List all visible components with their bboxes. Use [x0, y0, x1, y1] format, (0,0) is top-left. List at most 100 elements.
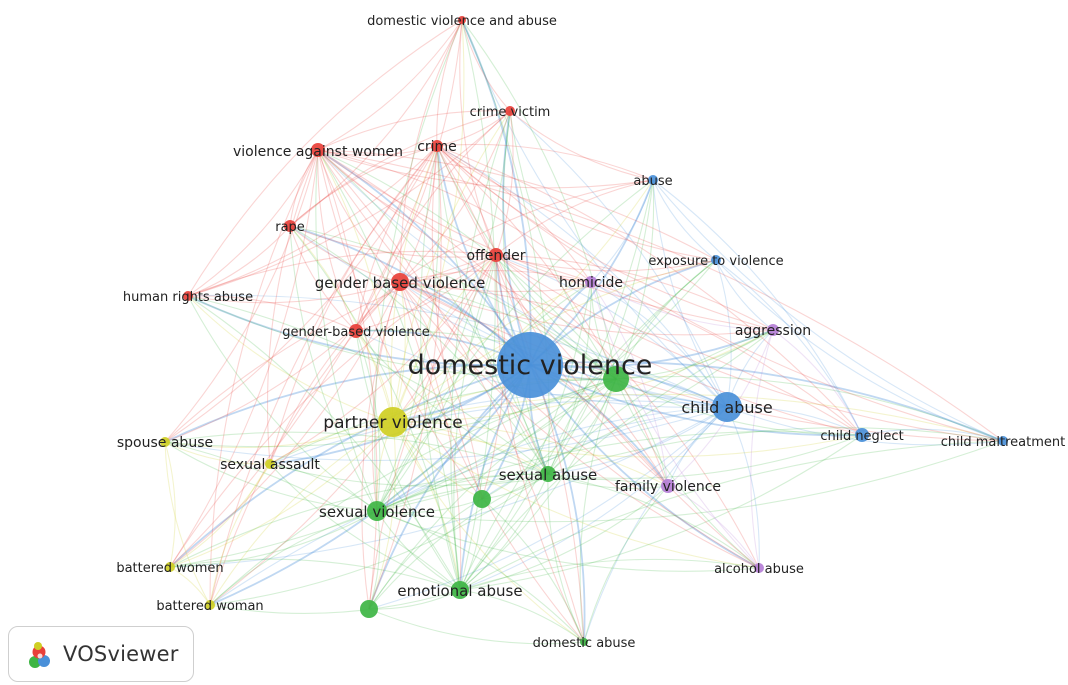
link-partner-violence-green-hub: [392, 377, 617, 423]
link-partner-violence-domestic-abuse: [392, 421, 585, 643]
link-emotional-abuse-child-neglect: [459, 434, 863, 591]
link-child-abuse-exposure-to-violence: [715, 259, 732, 408]
link-gender-based-violence-spaced-battered-woman: [209, 281, 401, 606]
node-rape[interactable]: [284, 220, 296, 232]
link-partner-violence-abuse: [392, 179, 654, 423]
node-aggression[interactable]: [767, 324, 779, 336]
link-sexual-violence-child-neglect: [376, 430, 863, 512]
link-crime-battered-woman: [209, 145, 438, 606]
link-crime-crime-victim: [436, 110, 511, 147]
node-spouse-abuse[interactable]: [160, 437, 170, 447]
link-emotional-abuse-green-mid: [459, 498, 483, 591]
label-aggression: aggression: [735, 323, 811, 339]
node-sexual-assault[interactable]: [265, 459, 275, 469]
link-crime-alcohol-abuse: [436, 145, 760, 569]
link-offender-battered-women: [169, 254, 497, 568]
node-child-abuse[interactable]: [712, 392, 742, 422]
link-domestic-violence-battered-women: [169, 364, 531, 568]
node-green-hub[interactable]: [603, 366, 629, 392]
link-sexual-abuse-child-neglect: [547, 434, 863, 479]
link-emotional-abuse-offender: [453, 254, 497, 591]
vosviewer-brand: VOSviewer: [8, 626, 194, 682]
node-crime[interactable]: [431, 140, 443, 152]
link-spouse-abuse-battered-women: [164, 441, 176, 568]
link-green-hub-domestic-violence-and-abuse: [461, 19, 617, 380]
node-domestic-violence-and-abuse[interactable]: [458, 16, 466, 24]
link-partner-violence-spouse-abuse: [164, 421, 394, 449]
link-offender-rape: [289, 225, 497, 258]
link-emotional-abuse-domestic-violence-and-abuse: [459, 19, 496, 591]
node-child-maltreatment[interactable]: [998, 436, 1008, 446]
link-sexual-violence-homicide: [376, 281, 592, 512]
node-gender-based-violence[interactable]: [349, 324, 363, 338]
link-crime-gender-based-violence: [355, 145, 438, 332]
node-offender[interactable]: [489, 248, 503, 262]
link-violence-against-women-abuse: [317, 149, 654, 189]
node-child-neglect[interactable]: [855, 428, 869, 442]
link-gender-based-violence-spaced-human-rights-abuse: [187, 281, 401, 304]
link-gender-based-violence-spaced-battered-women: [169, 281, 401, 568]
link-child-abuse-sexual-violence: [376, 406, 728, 512]
node-battered-women[interactable]: [165, 562, 175, 572]
node-domestic-abuse[interactable]: [580, 638, 588, 646]
link-sexual-abuse-crime: [436, 145, 549, 475]
link-sexual-abuse-violence-against-women: [317, 149, 549, 475]
node-gender-based-violence-spaced[interactable]: [391, 273, 409, 291]
node-family-violence[interactable]: [661, 479, 675, 493]
link-spouse-abuse-sexual-assault: [164, 441, 271, 465]
link-sexual-abuse-battered-women: [169, 473, 549, 568]
link-child-abuse-child-neglect: [726, 406, 863, 436]
link-crime-aggression: [436, 145, 774, 331]
node-crime-victim[interactable]: [505, 106, 515, 116]
link-green-hub-sexual-violence: [376, 378, 617, 512]
link-aggression-alcohol-abuse: [750, 329, 774, 569]
link-aggression-child-neglect: [772, 329, 863, 436]
link-child-abuse-sexual-abuse: [547, 406, 728, 475]
link-child-abuse-violence-against-women: [317, 149, 728, 408]
link-violence-against-women-human-rights-abuse: [187, 149, 319, 297]
label-homicide: homicide: [559, 275, 623, 291]
node-green-mid[interactable]: [473, 490, 491, 508]
link-sexual-abuse-human-rights-abuse: [187, 295, 549, 475]
node-partner-violence[interactable]: [378, 407, 408, 437]
node-emotional-abuse[interactable]: [451, 581, 469, 599]
link-gender-based-violence-spaced-green-mid: [399, 281, 483, 500]
node-human-rights-abuse[interactable]: [183, 291, 193, 301]
node-homicide[interactable]: [585, 276, 597, 288]
link-crime-green-bottom: [368, 145, 442, 610]
node-battered-woman[interactable]: [205, 600, 215, 610]
link-sexual-abuse-spouse-abuse: [164, 431, 549, 475]
link-sexual-assault-battered-women: [169, 463, 271, 568]
network-links: [164, 19, 1004, 645]
link-sexual-abuse-gender-based-violence: [355, 330, 549, 475]
link-sexual-abuse-homicide: [547, 281, 592, 475]
link-domestic-violence-green-bottom: [368, 364, 531, 610]
link-sexual-abuse-sexual-assault: [269, 463, 549, 487]
node-green-bottom[interactable]: [360, 600, 378, 618]
node-exposure-to-violence[interactable]: [711, 255, 721, 265]
link-sexual-violence-aggression: [376, 329, 774, 512]
node-sexual-violence[interactable]: [367, 501, 387, 521]
node-sexual-abuse[interactable]: [540, 466, 556, 482]
link-domestic-violence-child-maltreatment: [529, 360, 1004, 442]
link-sexual-abuse-alcohol-abuse: [547, 473, 760, 569]
node-violence-against-women[interactable]: [311, 143, 325, 157]
link-child-abuse-human-rights-abuse: [187, 294, 728, 408]
node-abuse[interactable]: [648, 175, 658, 185]
label-sexual-violence: sexual violence: [319, 503, 435, 521]
link-sexual-violence-battered-woman: [209, 510, 378, 606]
node-domestic-violence[interactable]: [497, 332, 563, 398]
link-exposure-to-violence-aggression: [715, 259, 774, 331]
link-gender-based-violence-spaced-homicide: [399, 270, 592, 283]
link-partner-violence-green-bottom: [368, 421, 396, 610]
link-sexual-abuse-rape: [289, 225, 549, 475]
link-crime-human-rights-abuse: [187, 145, 438, 297]
node-alcohol-abuse[interactable]: [754, 563, 764, 573]
link-crime-domestic-violence-and-abuse: [436, 19, 463, 147]
vosviewer-logo-icon: [29, 642, 50, 668]
label-violence-against-women: violence against women: [233, 144, 403, 160]
label-sexual-abuse: sexual abuse: [499, 466, 598, 484]
link-crime-victim-gender-based-violence: [355, 110, 511, 332]
label-sexual-assault: sexual assault: [220, 457, 320, 473]
link-child-abuse-offender: [495, 254, 728, 408]
